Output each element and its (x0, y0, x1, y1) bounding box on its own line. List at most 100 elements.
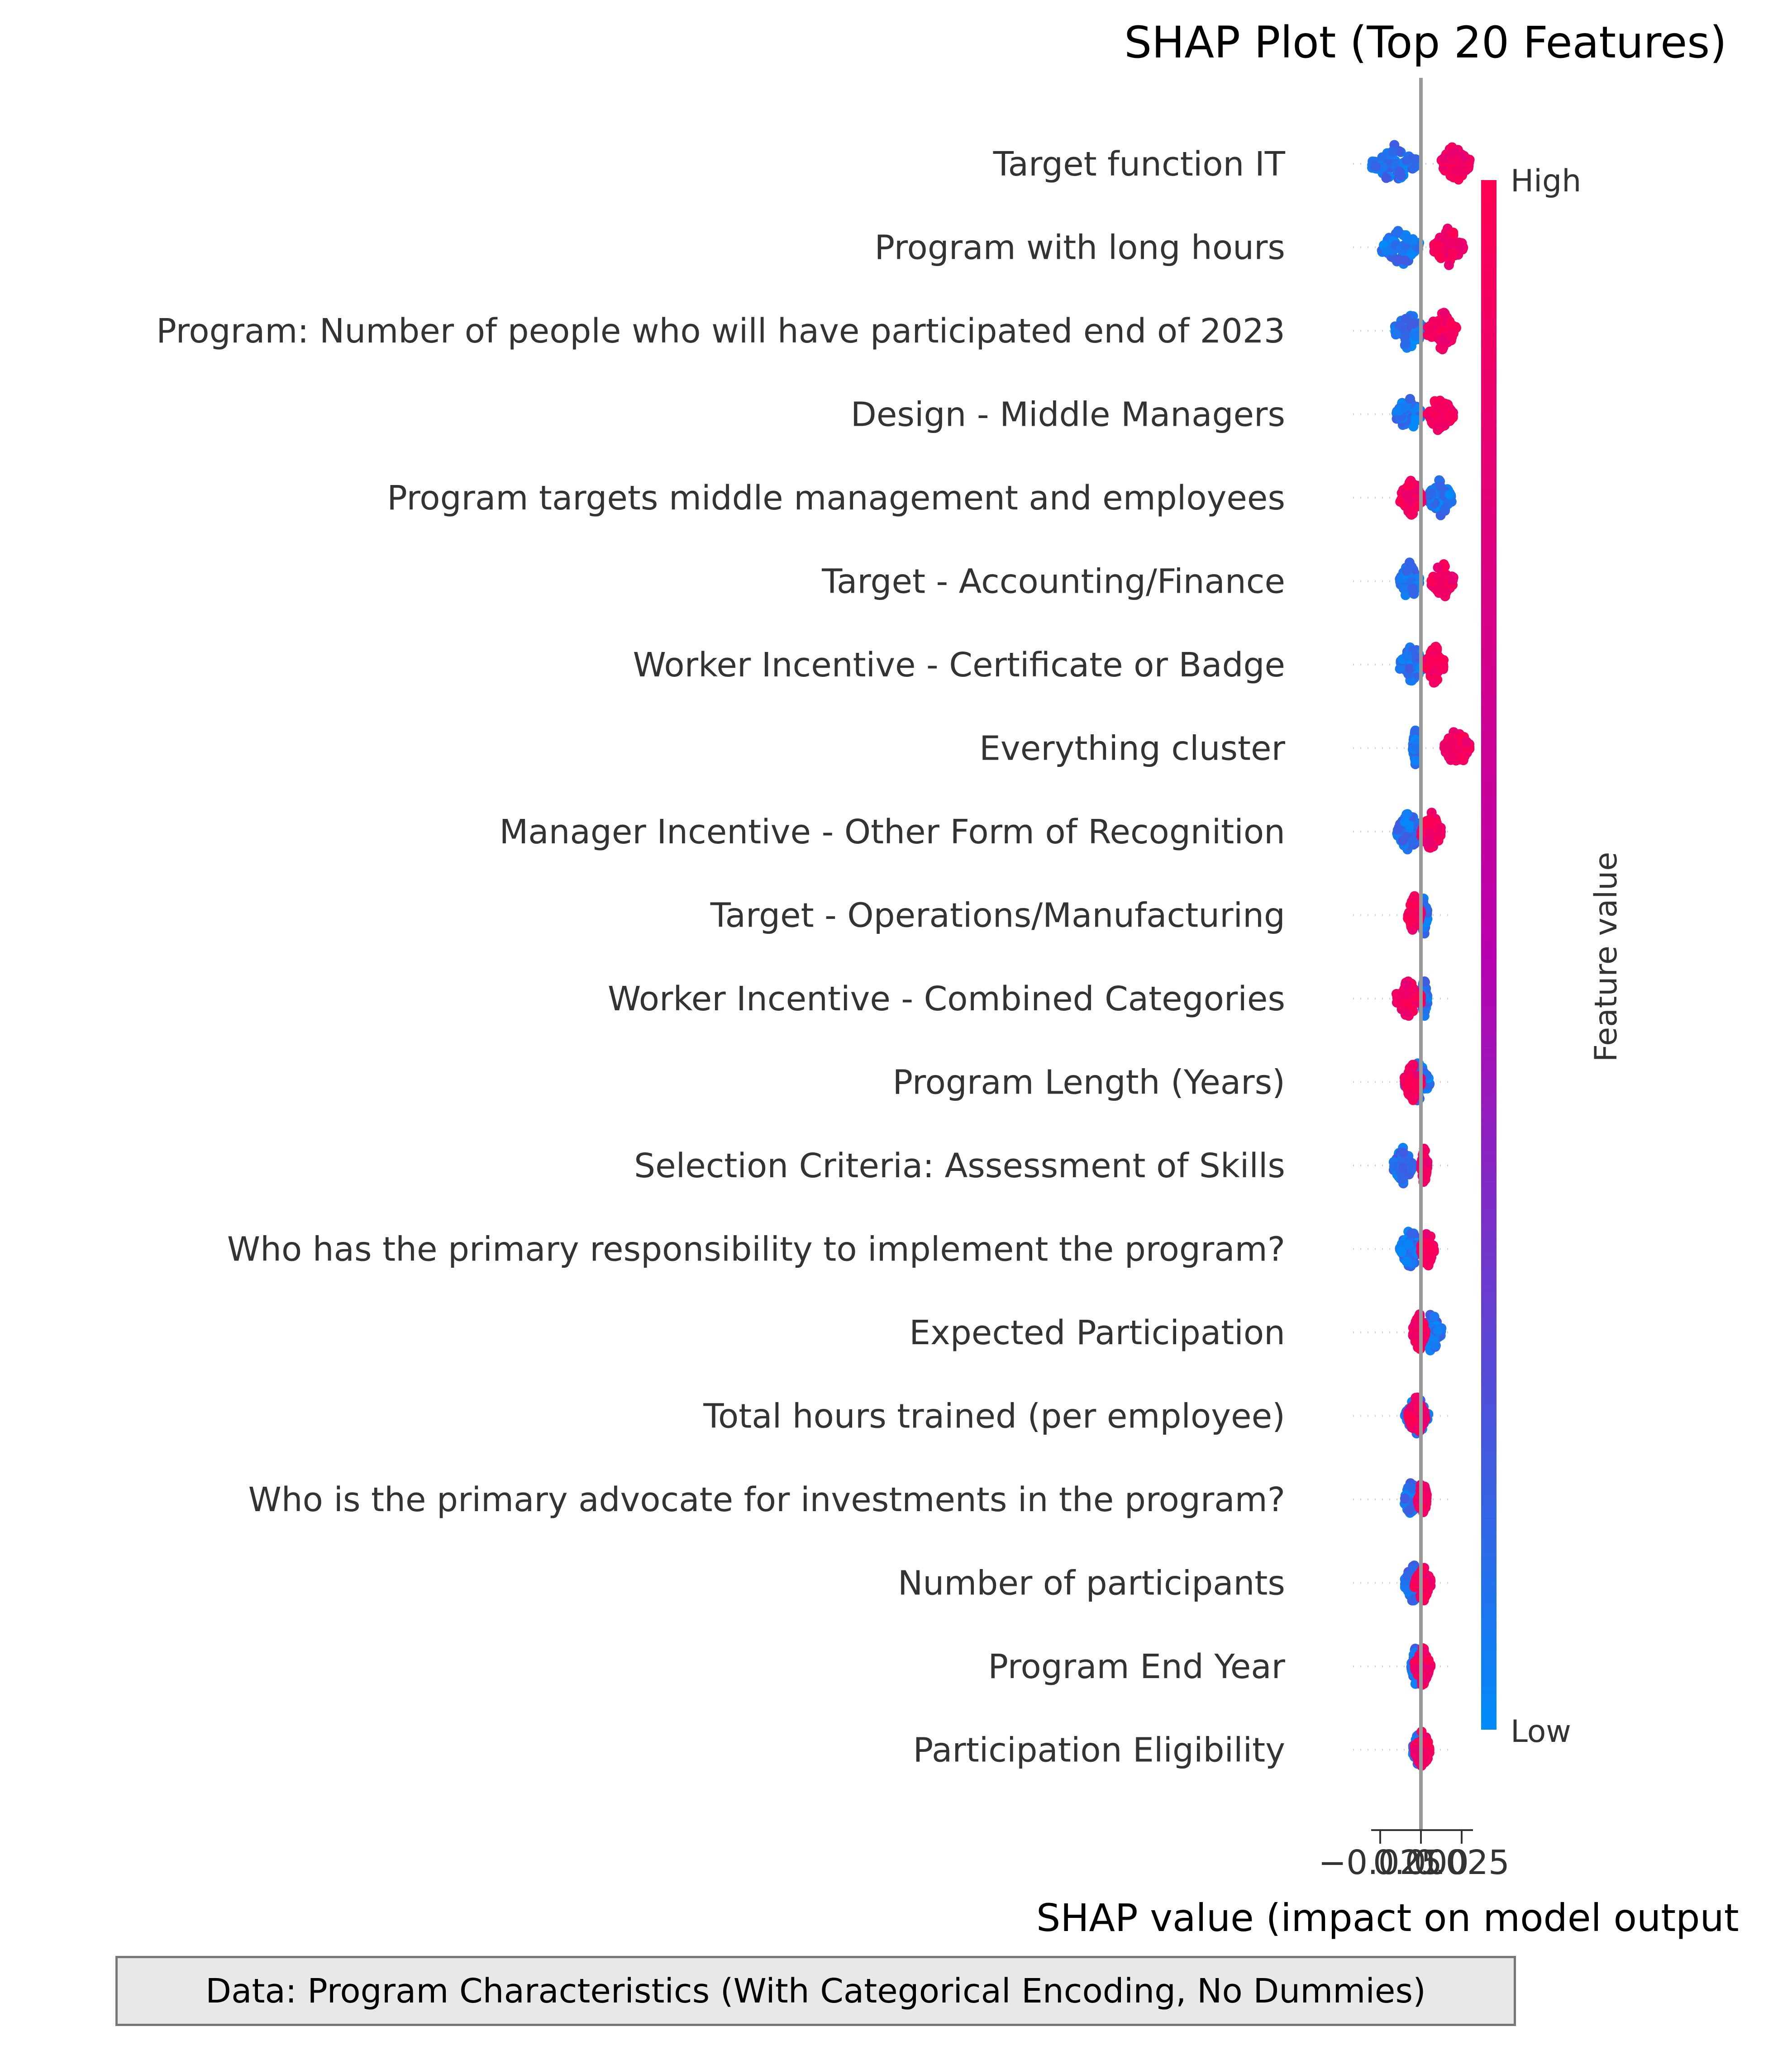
shap-point (1434, 251, 1444, 262)
colorbar-title: Feature value (1588, 852, 1624, 1062)
shap-point (1448, 228, 1458, 238)
beeswarm-row-number-of-participants (1400, 1560, 1436, 1606)
shap-point (1448, 248, 1458, 258)
shap-point (1401, 988, 1412, 999)
shap-point (1459, 152, 1469, 162)
shap-point (1401, 566, 1412, 576)
feature-label-number-of-participants: Number of participants (898, 1564, 1285, 1603)
shap-point (1401, 979, 1411, 989)
shap-point (1445, 330, 1456, 340)
beeswarm-row-expected-participation (1408, 1309, 1447, 1356)
shap-point (1440, 504, 1450, 514)
shap-point (1432, 585, 1442, 595)
shap-point (1444, 490, 1455, 500)
shap-point (1394, 405, 1404, 416)
shap-point (1401, 1256, 1412, 1267)
shap-point (1426, 654, 1437, 665)
shap-point (1444, 260, 1454, 270)
shap-point (1423, 1737, 1433, 1747)
shap-point (1404, 1505, 1414, 1515)
shap-point (1387, 146, 1397, 157)
shap-point (1438, 661, 1449, 672)
shap-point (1401, 314, 1411, 324)
shap-point (1432, 572, 1442, 583)
beeswarm-row-who-has-the-primary-responsibility-to-implement-the-program (1395, 1227, 1439, 1271)
feature-label-program-with-long-hours: Program with long hours (874, 228, 1285, 267)
feature-label-participation-eligibility: Participation Eligibility (913, 1731, 1285, 1770)
shap-point (1430, 1340, 1440, 1351)
shap-point (1370, 161, 1381, 171)
shap-point (1411, 414, 1421, 425)
feature-label-worker-incentive-certificate-or-badge: Worker Incentive - Certificate or Badge (633, 646, 1285, 685)
shap-point (1405, 480, 1415, 490)
beeswarm-row-target-operations-manufacturing (1403, 891, 1433, 939)
shap-point (1411, 154, 1421, 164)
shap-point (1409, 162, 1419, 173)
shap-point (1408, 588, 1419, 599)
shap-point (1394, 321, 1405, 332)
shap-point (1402, 809, 1413, 819)
shap-point (1430, 677, 1440, 687)
shap-point (1409, 893, 1420, 904)
shap-point (1405, 1076, 1415, 1086)
shap-point (1410, 726, 1420, 736)
shap-point (1423, 1655, 1434, 1665)
shap-point (1435, 401, 1446, 411)
feature-label-everything-cluster: Everything cluster (979, 729, 1285, 768)
beeswarm-row-manager-incentive-other-form-of-recognition (1392, 808, 1446, 855)
shap-point (1411, 743, 1420, 753)
shap-point (1408, 1062, 1418, 1072)
colorbar-low-label: Low (1511, 1714, 1571, 1750)
shap-point (1401, 155, 1412, 166)
shap-point (1429, 1312, 1439, 1322)
shap-point (1391, 328, 1401, 339)
x-tick-label: 0.000 (1373, 1843, 1469, 1882)
shap-point (1398, 1163, 1408, 1174)
shap-point (1435, 654, 1446, 664)
beeswarm-row-worker-incentive-certificate-or-badge (1395, 642, 1449, 688)
shap-point (1381, 173, 1392, 183)
shap-points (1367, 140, 1475, 1771)
feature-label-worker-incentive-combined-categories: Worker Incentive - Combined Categories (608, 980, 1285, 1018)
shap-point (1440, 240, 1450, 251)
shap-point (1421, 836, 1431, 847)
feature-label-manager-incentive-other-form-of-recognition: Manager Incentive - Other Form of Recogn… (499, 813, 1285, 851)
shap-point (1398, 1148, 1409, 1158)
shap-point (1405, 496, 1415, 507)
shap-point (1406, 1228, 1417, 1238)
shap-point (1398, 584, 1409, 594)
shap-point (1411, 1657, 1421, 1667)
shap-point (1435, 828, 1446, 838)
feature-label-program-length-years: Program Length (Years) (893, 1063, 1285, 1102)
shap-point (1405, 1089, 1415, 1100)
x-axis-title: SHAP value (impact on model output (1036, 1896, 1739, 1940)
shap-point (1439, 153, 1449, 163)
shap-point (1451, 154, 1462, 165)
shap-point (1411, 330, 1421, 341)
beeswarm-row-total-hours-trained-per-employee (1400, 1392, 1434, 1439)
feature-label-target-function-it: Target function IT (993, 145, 1286, 184)
feature-label-program-number-of-people-who-will-have-participated-end-of-2023: Program: Number of people who will have … (156, 312, 1285, 351)
shap-point (1439, 309, 1450, 319)
beeswarm-row-worker-incentive-combined-categories (1392, 976, 1433, 1021)
shap-point (1438, 333, 1449, 343)
beeswarm-row-who-is-the-primary-advocate-for-investments-in-the-program (1400, 1478, 1432, 1518)
feature-labels: Target function IT Program with long hour… (156, 145, 1286, 1770)
shap-point (1425, 828, 1435, 838)
beeswarm-row-program-length-years (1400, 1058, 1435, 1105)
feature-label-target-accounting-finance: Target - Accounting/Finance (821, 562, 1285, 601)
shap-point (1394, 254, 1404, 265)
shap-point (1410, 1665, 1420, 1675)
shap-point (1446, 409, 1456, 420)
data-caption: Data: Program Characteristics (With Cate… (115, 1956, 1516, 2026)
shap-point (1435, 233, 1445, 243)
shap-point (1393, 226, 1403, 236)
shap-point (1377, 152, 1387, 162)
shap-point (1461, 737, 1472, 747)
feature-label-program-end-year: Program End Year (988, 1647, 1285, 1686)
beeswarm-row-selection-criteria-assessment-of-skills (1388, 1143, 1433, 1189)
feature-label-selection-criteria-assessment-of-skills: Selection Criteria: Assessment of Skills (634, 1146, 1285, 1185)
chart-title: SHAP Plot (Top 20 Features) (1124, 17, 1727, 68)
